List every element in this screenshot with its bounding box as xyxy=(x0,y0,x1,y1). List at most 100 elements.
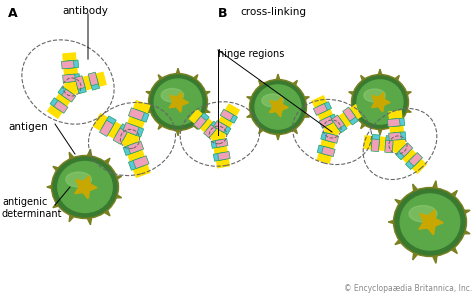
Polygon shape xyxy=(106,121,137,148)
Polygon shape xyxy=(334,119,347,133)
Polygon shape xyxy=(213,152,226,161)
Ellipse shape xyxy=(353,76,407,128)
Polygon shape xyxy=(175,126,181,136)
Ellipse shape xyxy=(249,80,307,135)
Polygon shape xyxy=(169,92,189,112)
Polygon shape xyxy=(343,107,356,121)
Polygon shape xyxy=(395,235,407,244)
Ellipse shape xyxy=(66,172,91,187)
Polygon shape xyxy=(110,191,122,198)
Ellipse shape xyxy=(154,79,202,125)
Polygon shape xyxy=(220,109,234,121)
Polygon shape xyxy=(405,156,419,170)
Polygon shape xyxy=(259,124,267,134)
Polygon shape xyxy=(127,148,151,178)
Polygon shape xyxy=(123,143,139,155)
Polygon shape xyxy=(325,133,339,143)
Polygon shape xyxy=(199,117,224,142)
Polygon shape xyxy=(121,133,146,163)
Polygon shape xyxy=(361,75,369,85)
Polygon shape xyxy=(349,92,359,98)
Polygon shape xyxy=(372,135,380,147)
Polygon shape xyxy=(47,184,58,190)
Polygon shape xyxy=(210,129,227,140)
Polygon shape xyxy=(311,95,334,122)
Polygon shape xyxy=(321,132,334,142)
Ellipse shape xyxy=(400,194,460,250)
Polygon shape xyxy=(196,113,209,126)
Ellipse shape xyxy=(409,206,437,222)
Polygon shape xyxy=(75,176,97,199)
Ellipse shape xyxy=(52,156,118,219)
Polygon shape xyxy=(401,92,411,98)
Polygon shape xyxy=(50,98,64,111)
Polygon shape xyxy=(377,136,401,152)
Polygon shape xyxy=(158,75,166,85)
Polygon shape xyxy=(92,113,123,140)
Polygon shape xyxy=(396,146,410,160)
Polygon shape xyxy=(337,104,364,128)
Polygon shape xyxy=(175,68,181,78)
Polygon shape xyxy=(81,72,107,91)
Polygon shape xyxy=(401,106,411,112)
Polygon shape xyxy=(211,115,234,140)
Polygon shape xyxy=(128,108,145,121)
Polygon shape xyxy=(102,116,116,132)
Polygon shape xyxy=(317,138,336,164)
Polygon shape xyxy=(385,140,393,153)
Polygon shape xyxy=(200,91,210,97)
Polygon shape xyxy=(391,119,400,129)
Text: hinge regions: hinge regions xyxy=(218,49,284,59)
Ellipse shape xyxy=(364,89,385,102)
Polygon shape xyxy=(377,69,383,79)
Polygon shape xyxy=(53,199,64,208)
Polygon shape xyxy=(75,76,85,89)
Polygon shape xyxy=(218,123,231,135)
Polygon shape xyxy=(361,119,369,129)
Polygon shape xyxy=(218,103,240,129)
Polygon shape xyxy=(317,145,331,155)
Polygon shape xyxy=(246,111,257,117)
Polygon shape xyxy=(395,199,407,209)
Polygon shape xyxy=(62,61,74,69)
Polygon shape xyxy=(259,80,267,90)
Polygon shape xyxy=(62,52,78,77)
Polygon shape xyxy=(289,124,297,134)
Polygon shape xyxy=(54,100,68,113)
Polygon shape xyxy=(457,210,470,217)
Polygon shape xyxy=(211,139,224,148)
Polygon shape xyxy=(317,108,339,135)
Polygon shape xyxy=(391,75,400,85)
Polygon shape xyxy=(128,124,144,137)
Ellipse shape xyxy=(58,162,112,212)
Ellipse shape xyxy=(150,75,206,129)
Polygon shape xyxy=(190,75,198,85)
Polygon shape xyxy=(58,86,72,99)
Polygon shape xyxy=(110,176,122,183)
Polygon shape xyxy=(123,132,140,145)
Ellipse shape xyxy=(393,187,466,257)
Polygon shape xyxy=(431,181,438,193)
Ellipse shape xyxy=(395,189,465,255)
Polygon shape xyxy=(389,124,405,148)
Polygon shape xyxy=(200,107,210,113)
Text: B: B xyxy=(218,7,228,20)
Polygon shape xyxy=(211,131,228,156)
Polygon shape xyxy=(431,251,438,263)
Ellipse shape xyxy=(255,85,301,129)
Polygon shape xyxy=(275,74,281,84)
Polygon shape xyxy=(326,112,353,136)
Polygon shape xyxy=(319,116,333,128)
Polygon shape xyxy=(128,157,145,170)
Polygon shape xyxy=(64,66,79,90)
Polygon shape xyxy=(377,125,383,135)
Polygon shape xyxy=(69,210,77,222)
Polygon shape xyxy=(100,120,114,137)
Text: © Encyclopaædia Britannica, Inc.: © Encyclopaædia Britannica, Inc. xyxy=(344,284,472,293)
Polygon shape xyxy=(204,124,217,138)
Polygon shape xyxy=(62,89,76,102)
Polygon shape xyxy=(389,132,401,140)
Polygon shape xyxy=(299,111,310,117)
Polygon shape xyxy=(189,109,214,133)
Polygon shape xyxy=(66,60,79,69)
